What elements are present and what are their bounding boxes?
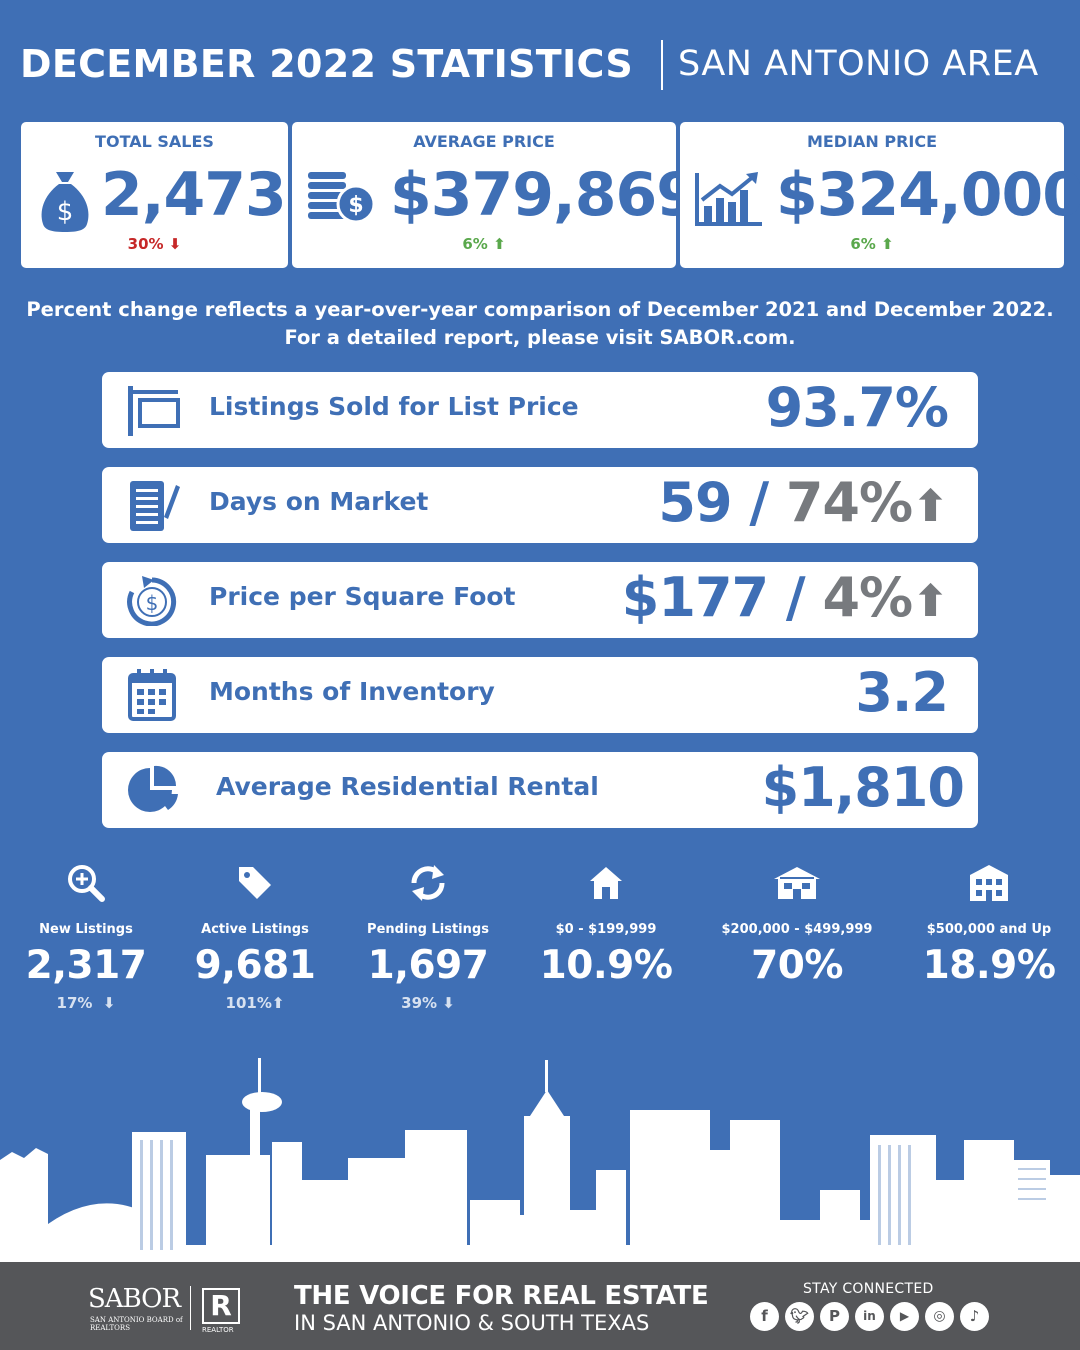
tag-icon — [239, 867, 271, 899]
sign-post-icon — [128, 386, 180, 436]
tier2-label: $200,000 - $499,999 — [721, 922, 873, 937]
pending-listings-label: Pending Listings — [367, 922, 489, 937]
page-title: DECEMBER 2022 STATISTICS — [20, 42, 634, 86]
tier1-label: $0 - $199,999 — [555, 922, 657, 937]
arrow-down-icon: ⬇ — [168, 235, 182, 253]
new-listings-label: New Listings — [39, 922, 133, 937]
twitter-icon[interactable]: 🐦︎ — [785, 1302, 814, 1331]
facebook-icon[interactable]: f — [750, 1302, 779, 1331]
rental-value: $1,810 — [761, 756, 965, 819]
list-price-value: 93.7% — [765, 376, 949, 439]
arrow-down-icon: ⬇ — [442, 994, 455, 1012]
new-listings-stat: New Listings 2,317 17% ⬇ — [0, 860, 176, 1012]
median-price-card: MEDIAN PRICE $324,000 6% ⬆ — [680, 122, 1080, 268]
total-sales-label: TOTAL SALES — [95, 132, 214, 151]
money-bag-icon: $ — [41, 172, 89, 232]
social-links: f 🐦︎ P in ▶ ◎ ♪ — [750, 1302, 989, 1331]
calendar-icon — [128, 669, 176, 721]
sabor-logo-subtitle: SAN ANTONIO BOARD of REALTORS — [90, 1316, 183, 1332]
rental-row: Average Residential Rental $1,810 — [102, 752, 978, 828]
tagline-primary: THE VOICE FOR REAL ESTATE — [294, 1281, 709, 1311]
average-price-value: $379,869 — [390, 160, 698, 230]
stay-connected-label: STAY CONNECTED — [803, 1281, 934, 1297]
active-listings-stat: Active Listings 9,681 101%⬆ — [165, 860, 345, 1012]
footer: SABOR SAN ANTONIO BOARD of REALTORS R RE… — [0, 1262, 1080, 1350]
arrow-down-icon: ⬇ — [102, 994, 116, 1012]
tier2-stat: $200,000 - $499,999 70% — [707, 860, 887, 988]
magnify-plus-icon — [68, 865, 105, 902]
pending-listings-value: 1,697 — [367, 943, 489, 988]
months-inventory-row: Months of Inventory 3.2 — [102, 657, 978, 733]
median-price-label: MEDIAN PRICE — [806, 132, 938, 151]
region-title: SAN ANTONIO AREA — [678, 44, 1039, 84]
days-on-market-value: 59 / 74%⬆ — [658, 471, 949, 534]
arrow-up-icon: ⬆ — [881, 235, 894, 253]
active-listings-value: 9,681 — [194, 943, 316, 988]
list-price-row: Listings Sold for List Price 93.7% — [102, 372, 978, 448]
price-sqft-value: $177 / 4%⬆ — [621, 566, 949, 629]
tagline-secondary: IN SAN ANTONIO & SOUTH TEXAS — [294, 1311, 650, 1335]
tier1-value: 10.9% — [539, 943, 673, 988]
realtor-logo-icon: R — [202, 1288, 240, 1324]
pending-listings-stat: Pending Listings 1,697 39% ⬇ — [338, 860, 518, 1012]
days-on-market-row: Days on Market 59 / 74%⬆ — [102, 467, 978, 543]
tier3-label: $500,000 and Up — [926, 922, 1052, 937]
median-price-change: 6% ⬆ — [850, 235, 894, 253]
average-price-label: AVERAGE PRICE — [413, 132, 555, 151]
price-sqft-row: $ Price per Square Foot $177 / 4%⬆ — [102, 562, 978, 638]
months-inventory-label: Months of Inventory — [209, 677, 495, 706]
active-listings-change: 101%⬆ — [225, 994, 285, 1012]
new-listings-change: 17% ⬇ — [56, 994, 116, 1012]
total-sales-card: TOTAL SALES $ 2,473 30% ⬇ — [21, 122, 288, 268]
dollar-refresh-icon: $ — [127, 576, 177, 626]
arrow-up-icon: ⬆ — [493, 235, 506, 253]
pending-listings-change: 39% ⬇ — [401, 994, 455, 1012]
svg-text:$: $ — [348, 193, 363, 218]
yoy-note: Percent change reflects a year-over-year… — [26, 298, 1054, 321]
tier3-stat: $500,000 and Up 18.9% — [899, 860, 1079, 988]
header: DECEMBER 2022 STATISTICS SAN ANTONIO ARE… — [0, 38, 1080, 94]
median-price-value: $324,000 — [776, 160, 1080, 230]
arrow-up-icon: ⬆ — [912, 481, 949, 532]
tier3-value: 18.9% — [922, 943, 1056, 988]
list-price-label: Listings Sold for List Price — [209, 392, 579, 421]
total-sales-change: 30% ⬇ — [127, 235, 182, 253]
city-skyline-illustration — [0, 1058, 1080, 1262]
title-divider — [661, 40, 663, 90]
report-note: For a detailed report, please visit SABO… — [284, 326, 796, 349]
notepad-icon — [130, 481, 180, 531]
sync-arrows-icon — [411, 865, 445, 901]
logo-divider — [190, 1286, 191, 1330]
pie-chart-icon — [128, 765, 178, 812]
tier1-stat: $0 - $199,999 10.9% — [516, 860, 696, 988]
small-house-icon — [590, 867, 622, 899]
arrow-up-icon: ⬆ — [271, 994, 285, 1012]
growth-chart-icon — [695, 172, 762, 226]
instagram-icon[interactable]: ◎ — [925, 1302, 954, 1331]
rental-label: Average Residential Rental — [216, 772, 599, 801]
coin-stack-icon: $ — [308, 172, 376, 224]
arrow-up-icon: ⬆ — [912, 576, 949, 627]
pinterest-icon[interactable]: P — [820, 1302, 849, 1331]
svg-text:$: $ — [146, 591, 159, 615]
average-price-card: AVERAGE PRICE $ $379,869 6% ⬆ — [292, 122, 698, 268]
days-on-market-label: Days on Market — [209, 487, 429, 516]
active-listings-label: Active Listings — [201, 922, 309, 937]
large-house-icon — [970, 865, 1008, 901]
tiktok-icon[interactable]: ♪ — [960, 1302, 989, 1331]
realtor-logo-text: REALTOR — [202, 1326, 234, 1334]
tier2-value: 70% — [751, 943, 843, 988]
months-inventory-value: 3.2 — [855, 661, 949, 724]
svg-text:$: $ — [57, 197, 74, 227]
sabor-logo[interactable]: SABOR SAN ANTONIO BOARD of REALTORS R RE… — [86, 1284, 246, 1334]
total-sales-value: 2,473 — [101, 160, 287, 230]
medium-house-icon — [774, 867, 820, 899]
new-listings-value: 2,317 — [25, 943, 147, 988]
youtube-icon[interactable]: ▶ — [890, 1302, 919, 1331]
price-sqft-label: Price per Square Foot — [209, 582, 516, 611]
linkedin-icon[interactable]: in — [855, 1302, 884, 1331]
sabor-logo-text: SABOR — [88, 1284, 181, 1314]
average-price-change: 6% ⬆ — [462, 235, 506, 253]
